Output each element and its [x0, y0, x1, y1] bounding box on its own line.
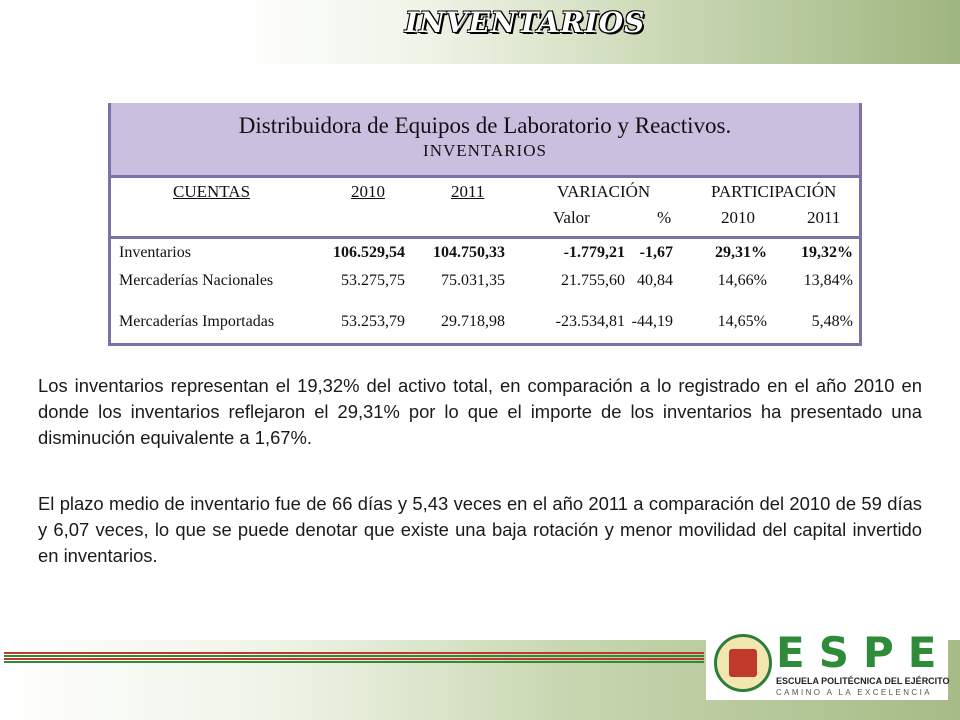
cell-p2011: 5,48% [811, 313, 853, 330]
cell-p2010: 29,31% [715, 244, 767, 261]
cell-pct: -1,67 [639, 244, 673, 261]
col-cuentas: CUENTAS [173, 182, 251, 201]
page-title: INVENTARIOS [405, 6, 646, 39]
cell-p2010: 14,66% [717, 272, 767, 289]
crest-icon [714, 634, 772, 692]
paragraph-summary: Los inventarios representan el 19,32% de… [38, 375, 922, 448]
table-row: Inventarios 106.529,54 104.750,33 -1.779… [111, 244, 859, 270]
cell-2011: 104.750,33 [433, 244, 505, 261]
paragraph-rotation: El plazo medio de inventario fue de 66 d… [38, 493, 922, 566]
cell-valor: -23.534,81 [555, 313, 625, 330]
cell-cuenta: Mercaderías Importadas [119, 313, 275, 330]
sub-valor: Valor [553, 208, 590, 227]
cell-valor: -1.779,21 [563, 244, 625, 261]
table-subtitle: INVENTARIOS [423, 141, 547, 160]
stripe-green [4, 655, 704, 657]
col-participacion: PARTICIPACIÓN [711, 182, 837, 201]
cell-p2011: 13,84% [803, 272, 853, 289]
cell-2011: 29.718,98 [441, 313, 505, 330]
sub-pct: % [657, 208, 672, 227]
cell-2011: 75.031,35 [441, 272, 505, 289]
cell-cuenta: Inventarios [119, 244, 191, 261]
col-2010: 2010 [351, 182, 385, 201]
column-headers: CUENTAS 2010 2011 VARIACIÓN PARTICIPACIÓ… [111, 178, 859, 239]
cell-2010: 53.253,79 [341, 313, 405, 330]
sub-2010: 2010 [721, 208, 755, 227]
sub-2011: 2011 [807, 208, 841, 227]
stripe-green [4, 661, 704, 663]
inventory-table: Distribuidora de Equipos de Laboratorio … [108, 103, 862, 346]
table-row: Mercaderías Importadas 53.253,79 29.718,… [111, 313, 859, 339]
logo-motto: CAMINO A LA EXCELENCIA [776, 688, 932, 697]
logo-acronym: ESPE [776, 628, 951, 677]
col-2011: 2011 [451, 182, 485, 201]
logo-name: ESCUELA POLITÉCNICA DEL EJÉRCITO [776, 676, 950, 686]
cell-p2011: 19,32% [801, 244, 853, 261]
cell-pct: 40,84 [637, 272, 673, 289]
espe-logo: ESPE ESCUELA POLITÉCNICA DEL EJÉRCITO CA… [706, 628, 951, 700]
stripe-red [4, 652, 704, 654]
table-row: Mercaderías Nacionales 53.275,75 75.031,… [111, 272, 859, 298]
cell-p2010: 14,65% [717, 313, 767, 330]
cell-2010: 106.529,54 [333, 244, 405, 261]
header-band [0, 0, 960, 64]
company-name: Distribuidora de Equipos de Laboratorio … [238, 113, 732, 138]
cell-valor: 21.755,60 [561, 272, 625, 289]
stripe-red [4, 658, 704, 660]
table-header: Distribuidora de Equipos de Laboratorio … [111, 103, 859, 178]
decorative-stripes [4, 652, 704, 666]
col-variacion: VARIACIÓN [557, 182, 651, 201]
cell-pct: -44,19 [631, 313, 673, 330]
cell-cuenta: Mercaderías Nacionales [119, 272, 274, 289]
cell-2010: 53.275,75 [341, 272, 405, 289]
